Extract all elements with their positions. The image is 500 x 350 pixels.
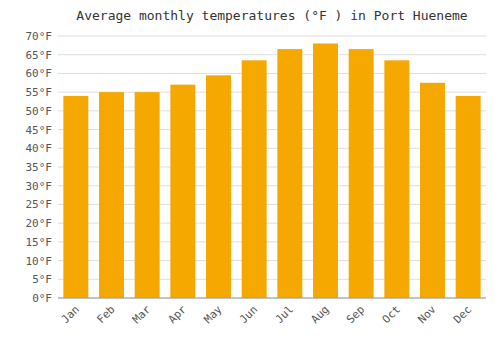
bar — [384, 60, 409, 298]
x-tick-label: Apr — [166, 303, 190, 327]
x-tick-label: Jul — [273, 303, 296, 326]
x-axis: Jan Feb Mar Apr May Jun Jul Aug Sep Oct Nov Dec — [59, 303, 475, 327]
x-tick-label: Oct — [380, 303, 403, 326]
grid-line — [58, 298, 486, 299]
grid — [58, 36, 486, 298]
y-tick-label: 10°F — [26, 255, 53, 268]
x-tick-label: Dec — [451, 303, 474, 326]
bar — [135, 92, 160, 298]
x-tick-label: Mar — [130, 303, 154, 327]
y-tick-label: 45°F — [26, 124, 53, 137]
x-tick-label: Jun — [237, 303, 260, 326]
bars — [63, 43, 480, 298]
grid-line — [58, 73, 486, 74]
y-tick-label: 35°F — [26, 161, 53, 174]
x-axis-line — [58, 298, 486, 299]
y-tick-label: 5°F — [32, 273, 52, 286]
bar — [63, 96, 88, 298]
bar — [456, 96, 481, 298]
x-tick-label: Sep — [344, 303, 367, 326]
y-tick-label: 55°F — [26, 86, 53, 99]
bar — [170, 85, 195, 298]
y-tick-label: 15°F — [26, 236, 53, 249]
y-tick-label: 70°F — [26, 30, 53, 43]
bar — [206, 75, 231, 298]
bar — [420, 83, 445, 298]
x-tick-label: Jan — [59, 303, 82, 326]
bar — [277, 49, 302, 298]
y-tick-label: 40°F — [26, 142, 53, 155]
y-axis: 0°F 5°F 10°F 15°F 20°F 25°F 30°F 35°F 40°F 45°F 50… — [26, 30, 53, 305]
grid-line — [58, 54, 486, 55]
y-tick-label: 25°F — [26, 198, 53, 211]
y-tick-label: 50°F — [26, 105, 53, 118]
bar — [99, 92, 124, 298]
y-tick-label: 0°F — [32, 292, 52, 305]
x-tick-label: Feb — [94, 303, 117, 326]
x-tick-label: May — [201, 303, 225, 327]
bar — [349, 49, 374, 298]
title: Average monthly temperatures (°F ) in Po… — [76, 8, 468, 23]
y-tick-label: 60°F — [26, 67, 53, 80]
y-tick-label: 20°F — [26, 217, 53, 230]
x-tick-label: Aug — [308, 303, 331, 326]
bar — [313, 43, 338, 298]
chart: Average monthly temperatures (°F ) in Po… — [0, 0, 500, 350]
x-tick-label: Nov — [415, 303, 439, 327]
grid-line — [58, 36, 486, 37]
bar — [242, 60, 267, 298]
y-tick-label: 30°F — [26, 180, 53, 193]
y-tick-label: 65°F — [26, 49, 53, 62]
chart-container: Average monthly temperatures (°F ) in Po… — [0, 0, 500, 350]
